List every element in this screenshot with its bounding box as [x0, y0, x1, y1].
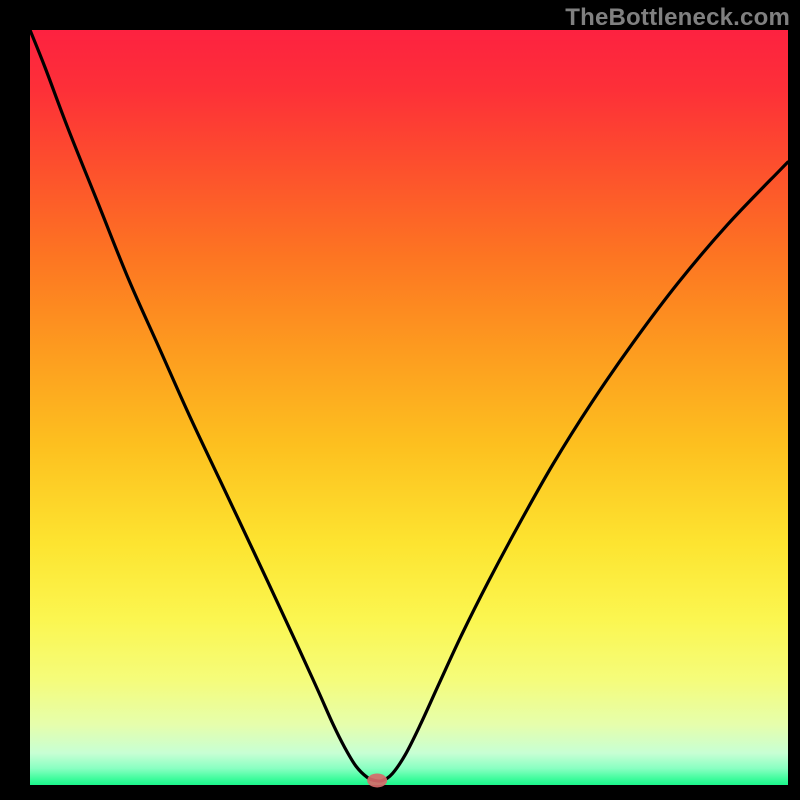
watermark-text: TheBottleneck.com — [565, 4, 790, 32]
optimal-point-marker — [367, 773, 387, 787]
bottleneck-chart — [0, 0, 800, 800]
plot-area — [30, 30, 788, 785]
chart-root: TheBottleneck.com — [0, 0, 800, 800]
